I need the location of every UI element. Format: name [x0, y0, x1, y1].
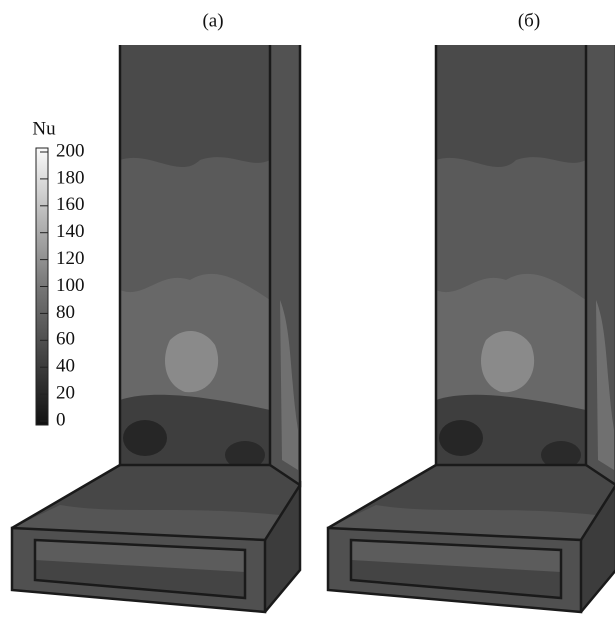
- colorbar-tick-label: 180: [56, 167, 85, 188]
- colorbar-tick-label: 0: [56, 409, 66, 430]
- colorbar-tick-label: 140: [56, 221, 85, 242]
- figure: (a) (б) Nu 0 20 40 60 80 100 120 140 160 180 200: [0, 0, 615, 622]
- colorbar-tick-label: 160: [56, 194, 85, 215]
- panel-label: (a): [202, 10, 223, 31]
- colorbar-tick-label: 40: [56, 356, 75, 377]
- duct-render: [328, 45, 615, 612]
- colorbar-tick-label: 120: [56, 248, 85, 269]
- panel-label: (б): [518, 10, 540, 31]
- colorbar-tick-label: 100: [56, 275, 85, 296]
- colorbar-tick-label: 200: [56, 140, 85, 161]
- colorbar-tick-label: 60: [56, 329, 75, 350]
- colorbar-title: Nu: [32, 118, 56, 139]
- colorbar-tick-label: 80: [56, 302, 75, 323]
- colorbar-tick-label: 20: [56, 382, 75, 403]
